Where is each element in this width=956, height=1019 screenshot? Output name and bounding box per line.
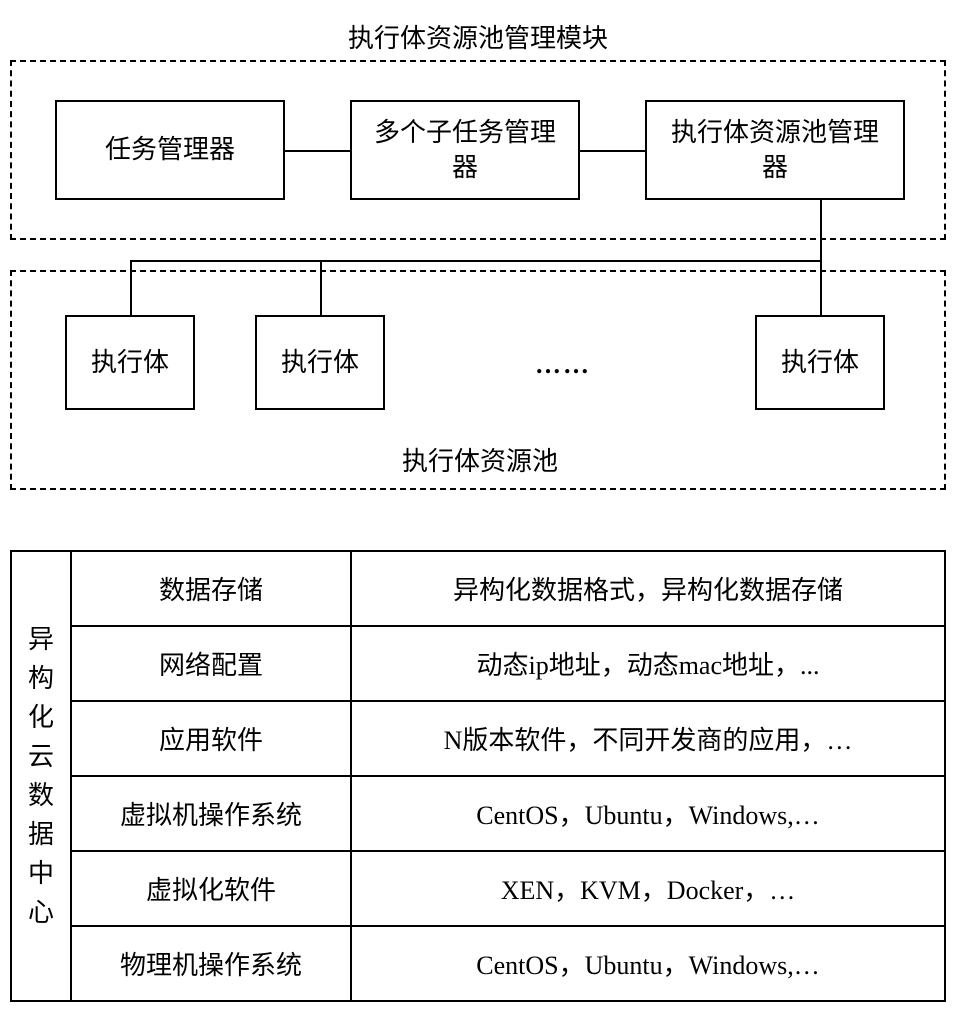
ellipsis-icon: …… <box>535 350 591 380</box>
data-center-table: 异构化云数据中心数据存储异构化数据格式，异构化数据存储网络配置动态ip地址，动态… <box>10 550 946 1002</box>
task-manager-box: 任务管理器 <box>55 100 285 200</box>
pool-manager-box: 执行体资源池管理器 <box>645 100 905 200</box>
heterogeneous-table: 异构化云数据中心数据存储异构化数据格式，异构化数据存储网络配置动态ip地址，动态… <box>10 550 946 1002</box>
executor-box: 执行体 <box>255 315 385 410</box>
vertical-label: 异构化云数据中心 <box>11 551 71 1001</box>
desc-cell: CentOS，Ubuntu，Windows,… <box>351 776 945 851</box>
category-cell: 虚拟机操作系统 <box>71 776 351 851</box>
category-cell: 网络配置 <box>71 626 351 701</box>
desc-cell: N版本软件，不同开发商的应用，… <box>351 701 945 776</box>
category-cell: 物理机操作系统 <box>71 926 351 1001</box>
subtask-manager-box: 多个子任务管理器 <box>350 100 580 200</box>
desc-cell: XEN，KVM，Docker，… <box>351 851 945 926</box>
architecture-diagram: 执行体资源池管理模块 任务管理器 多个子任务管理器 执行体资源池管理器 执行体资… <box>10 10 946 530</box>
category-cell: 应用软件 <box>71 701 351 776</box>
category-cell: 数据存储 <box>71 551 351 626</box>
desc-cell: 异构化数据格式，异构化数据存储 <box>351 551 945 626</box>
executor-box: 执行体 <box>65 315 195 410</box>
desc-cell: CentOS，Ubuntu，Windows,… <box>351 926 945 1001</box>
executor-pool-title: 执行体资源池 <box>12 441 948 478</box>
top-module-title: 执行体资源池管理模块 <box>10 18 946 55</box>
category-cell: 虚拟化软件 <box>71 851 351 926</box>
desc-cell: 动态ip地址，动态mac地址，... <box>351 626 945 701</box>
pool-manager-label: 执行体资源池管理器 <box>665 115 885 185</box>
executor-box: 执行体 <box>755 315 885 410</box>
subtask-manager-label: 多个子任务管理器 <box>370 115 560 185</box>
